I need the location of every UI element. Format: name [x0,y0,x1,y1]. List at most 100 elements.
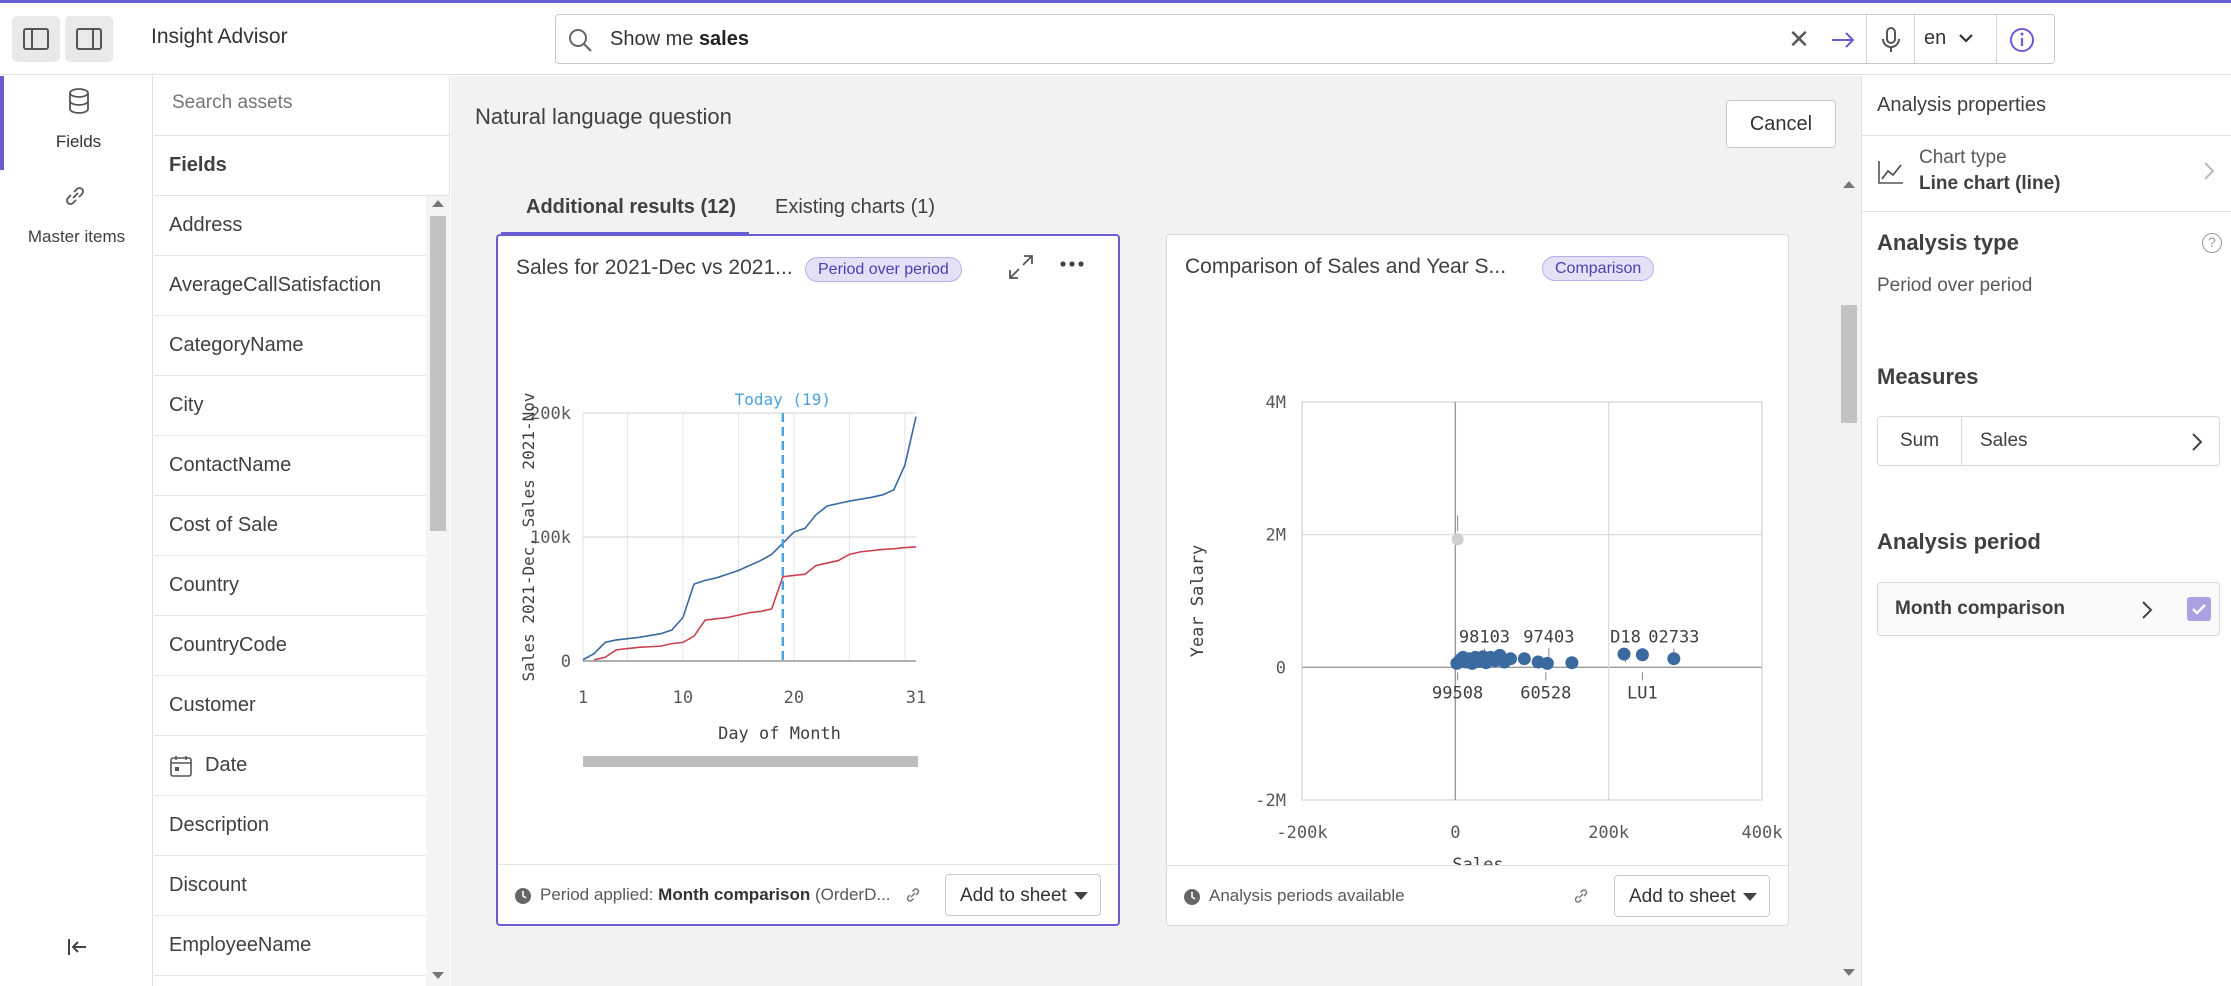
more-icon [1060,261,1084,267]
field-label: Address [169,214,243,236]
scrollbar-thumb[interactable] [430,216,446,531]
submit-question-button[interactable] [1828,25,1858,55]
collapse-rail-button[interactable] [64,934,90,960]
measures-header: Measures [1877,364,1979,389]
field-item[interactable]: Customer [154,676,426,736]
rail-item-fields[interactable]: Fields [0,76,153,170]
scroll-down-arrow-icon[interactable] [1843,969,1855,976]
clock-icon [515,888,531,904]
x-tick-label: 10 [673,688,693,708]
tab-additional-results[interactable]: Additional results (12) [501,183,749,235]
right-panel-icon [76,28,102,50]
field-item[interactable]: Date [154,736,426,796]
field-list-scrollbar[interactable] [426,196,450,986]
period-applied-text: Period applied: Month comparison (OrderD… [540,885,891,905]
info-button[interactable] [2006,24,2038,56]
voice-input-button[interactable] [1876,25,1906,55]
plot-border [1301,401,1763,801]
footer-period-field: (OrderD... [814,885,891,904]
expand-button[interactable] [1006,252,1036,287]
card-footer: Period applied: Month comparison (OrderD… [498,864,1118,924]
point-label: LU1 [1627,683,1658,703]
link-icon[interactable] [903,885,923,905]
field-item[interactable]: EmployeeName [154,916,426,976]
database-icon [69,88,89,114]
field-item[interactable]: CategoryName [154,316,426,376]
x-axis-title: Sales [1452,855,1503,865]
field-label: CountryCode [169,634,287,656]
result-card-period-over-period[interactable]: Sales for 2021-Dec vs 2021... Period ove… [496,234,1120,926]
scatter-point [1565,656,1579,670]
add-to-sheet-button[interactable]: Add to sheet [945,874,1101,916]
x-tick-label: 200k [1588,823,1629,843]
scroll-up-arrow-icon[interactable] [1843,181,1855,188]
scatter-point [1667,652,1681,666]
search-query-prefix: Show me [610,28,699,50]
search-assets-input[interactable] [172,92,432,114]
field-item[interactable]: Discount [154,856,426,916]
field-item[interactable]: Country [154,556,426,616]
measure-aggregation: Sum [1878,417,1962,465]
tab-existing-charts[interactable]: Existing charts (1) [775,183,935,235]
point-label: 99508 [1432,683,1483,703]
rail-item-label: Master items [27,227,126,246]
measure-item[interactable]: Sum Sales [1877,416,2220,466]
toggle-left-panel-button[interactable] [12,16,60,62]
analysis-badge: Period over period [805,257,962,282]
rail-item-master-items[interactable]: Master items [0,171,153,265]
scatter-point [1635,648,1649,662]
toggle-right-panel-button[interactable] [65,16,113,62]
field-item[interactable]: AverageCallSatisfaction [154,256,426,316]
x-tick-label: 20 [784,688,804,708]
field-item[interactable]: ContactName [154,436,426,496]
scrollbar-thumb[interactable] [1841,305,1857,423]
tab-label: Additional results (12) [526,196,737,218]
more-options-button[interactable] [1059,254,1085,279]
result-card-comparison[interactable]: Comparison of Sales and Year S... Compar… [1166,234,1789,926]
field-item[interactable]: Address [154,196,426,256]
y-tick-label: 0 [561,652,571,672]
period-checkbox[interactable] [2187,597,2211,621]
link-icon[interactable] [1571,886,1591,906]
y-tick-label: 100k [530,528,571,548]
y-tick-label: 0 [1276,658,1286,678]
scatter-point-muted [1451,533,1464,546]
x-tick-label: -200k [1276,823,1327,843]
line-chart: 0 100k 200k 1 10 20 31 Today (19) Day of Month Sa… [519,390,926,767]
x-tick-label: 1 [578,688,588,708]
analysis-period-value: Month comparison [1895,598,2065,619]
search-input[interactable]: Show me sales [610,28,749,51]
analysis-properties-panel: Analysis properties Chart type Line char… [1861,76,2231,986]
left-rail: Fields Master items [0,76,153,986]
results-tabs: Additional results (12) Existing charts … [501,173,959,235]
reference-line-label: Today (19) [735,390,831,409]
y-axis-title: Year Salary [1188,545,1208,658]
field-label: AverageCallSatisfaction [169,274,381,296]
search-bar[interactable]: Show me sales ✕ en [555,14,2055,64]
field-label: Cost of Sale [169,514,278,536]
language-select[interactable]: en [1924,27,1974,50]
main-scrollbar[interactable] [1837,173,1861,986]
clear-search-button[interactable]: ✕ [1784,25,1814,55]
scroll-up-arrow-icon[interactable] [432,200,444,207]
search-query-highlight: sales [698,28,749,50]
add-to-sheet-button[interactable]: Add to sheet [1614,875,1770,917]
cancel-button[interactable]: Cancel [1726,100,1836,148]
point-label: 60528 [1520,683,1571,703]
help-icon[interactable]: ? [2202,233,2222,253]
field-item[interactable]: CountryCode [154,616,426,676]
scatter-point [1617,647,1631,661]
analysis-period-item[interactable]: Month comparison [1877,582,2220,636]
microphone-icon [1882,27,1900,52]
analysis-period-header: Analysis period [1877,529,2041,554]
field-item[interactable]: City [154,376,426,436]
y-tick-label: 2M [1266,526,1286,546]
footer-period-name: Month comparison [658,885,811,904]
field-item[interactable]: Cost of Sale [154,496,426,556]
chart-type-selector[interactable]: Chart type Line chart (line) [1862,135,2231,211]
scroll-down-arrow-icon[interactable] [432,972,444,979]
analysis-type-value: Period over period [1877,275,2033,296]
close-icon: ✕ [1788,24,1810,54]
field-item[interactable]: Description [154,796,426,856]
y-tick-label: 200k [530,404,571,424]
